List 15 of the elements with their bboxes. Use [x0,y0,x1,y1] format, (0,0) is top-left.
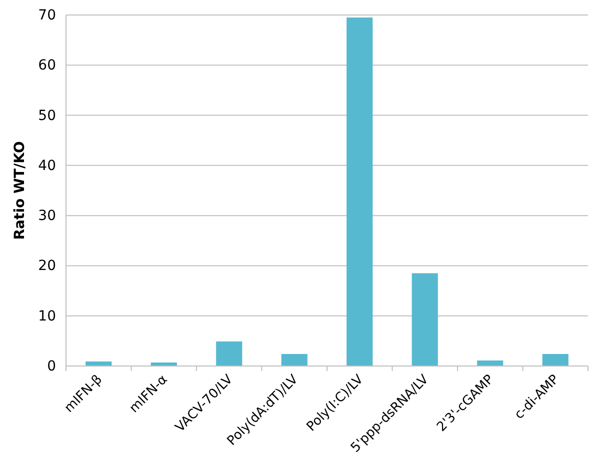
y-tick-label: 0 [47,358,56,374]
y-tick-label: 20 [38,258,56,274]
bar [346,18,373,366]
bar [281,354,308,366]
bar [216,341,242,366]
y-tick-label: 70 [38,7,56,24]
y-axis-title: Ratio WT/KO [12,141,28,240]
bar [542,354,568,366]
y-tick-label: 10 [38,308,56,324]
y-tick-label: 40 [38,158,56,174]
bar [412,273,438,366]
bar [477,360,504,366]
y-tick-label: 60 [38,58,56,74]
y-tick-label: 30 [38,208,56,224]
y-tick-label: 50 [38,108,56,124]
